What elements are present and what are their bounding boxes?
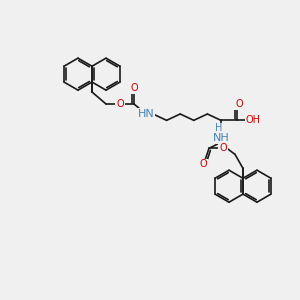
Text: OH: OH	[245, 115, 260, 125]
Text: O: O	[219, 143, 227, 153]
Text: NH: NH	[213, 133, 229, 143]
Text: O: O	[235, 99, 243, 109]
Text: O: O	[130, 83, 138, 93]
Text: O: O	[199, 159, 207, 169]
Text: H: H	[215, 123, 223, 133]
Text: O: O	[116, 99, 124, 109]
Text: HN: HN	[138, 109, 154, 119]
